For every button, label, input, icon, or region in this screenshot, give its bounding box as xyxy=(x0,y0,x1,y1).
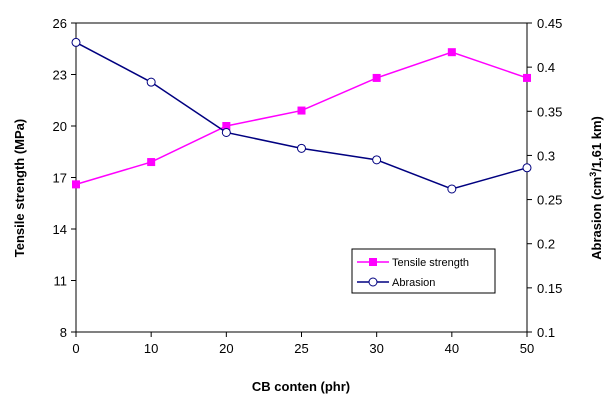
left-y-axis: 8 11 14 17 20 23 26 xyxy=(53,16,76,340)
data-point-abrasion xyxy=(146,77,156,87)
right-y-axis-title: Abrasion (cm3/1,61 km) xyxy=(588,116,604,260)
left-y-tick-label: 26 xyxy=(53,16,67,31)
data-point-abrasion xyxy=(522,163,532,173)
right-y-tick-label: 0.25 xyxy=(537,193,562,208)
data-point-abrasion xyxy=(447,184,457,194)
left-y-tick-label: 20 xyxy=(53,119,67,134)
right-y-axis-title-part-1: Abrasion (cm xyxy=(589,177,604,260)
x-tick-label: 25 xyxy=(294,341,308,356)
x-axis: 0 10 20 25 30 40 50 xyxy=(72,332,534,356)
data-point-abrasion xyxy=(297,143,306,153)
right-y-tick-label: 0.35 xyxy=(537,104,562,119)
data-point-tensile-strength xyxy=(372,73,381,82)
legend: Tensile strength Abrasion xyxy=(351,248,496,294)
x-axis-title: CB conten (phr) xyxy=(252,379,350,394)
left-y-tick-label: 11 xyxy=(54,274,68,289)
legend-label-abrasion: Abrasion xyxy=(392,277,435,289)
right-y-axis-title-part-2: /1,61 km) xyxy=(589,116,604,172)
legend-entry-tensile-strength: Tensile strength xyxy=(357,257,469,269)
series-layer xyxy=(71,37,532,194)
data-point-tensile-strength xyxy=(72,180,80,189)
x-tick-label: 20 xyxy=(219,341,233,356)
left-y-tick-label: 14 xyxy=(53,222,67,237)
data-point-tensile-strength xyxy=(147,158,156,167)
legend-marker-tensile-strength xyxy=(369,258,377,266)
left-y-tick-label: 23 xyxy=(53,68,67,83)
right-y-tick-label: 0.3 xyxy=(537,148,555,163)
legend-box xyxy=(351,248,496,294)
x-tick-label: 40 xyxy=(445,341,459,356)
right-y-tick-label: 0.4 xyxy=(537,60,555,75)
x-tick-label: 50 xyxy=(520,341,534,356)
right-y-axis-title-superscript: 3 xyxy=(588,172,598,177)
data-point-tensile-strength xyxy=(523,73,531,82)
data-point-tensile-strength xyxy=(297,106,306,115)
x-tick-label: 0 xyxy=(72,341,79,356)
legend-entry-abrasion: Abrasion xyxy=(357,277,435,289)
right-y-axis: 0.1 0.15 0.2 0.25 0.3 0.35 0.4 0.45 xyxy=(527,16,562,340)
right-y-tick-label: 0.45 xyxy=(537,16,562,31)
left-y-tick-label: 8 xyxy=(60,325,67,340)
series-line-abrasion xyxy=(75,41,528,190)
legend-marker-abrasion xyxy=(368,277,378,287)
left-y-axis-title: Tensile strength (MPa) xyxy=(12,119,27,257)
data-point-tensile-strength xyxy=(222,122,231,130)
left-y-tick-label: 17 xyxy=(53,171,67,186)
data-point-abrasion xyxy=(221,127,231,137)
data-point-abrasion xyxy=(372,155,382,165)
right-y-tick-label: 0.15 xyxy=(537,281,562,296)
x-tick-label: 10 xyxy=(144,341,158,356)
right-y-tick-label: 0.1 xyxy=(537,325,555,340)
legend-label-tensile-strength: Tensile strength xyxy=(392,257,469,269)
data-point-tensile-strength xyxy=(447,48,456,57)
right-y-tick-label: 0.2 xyxy=(537,237,555,252)
x-tick-label: 30 xyxy=(369,341,383,356)
data-point-abrasion xyxy=(71,37,81,47)
series-line-tensile-strength xyxy=(75,51,528,186)
